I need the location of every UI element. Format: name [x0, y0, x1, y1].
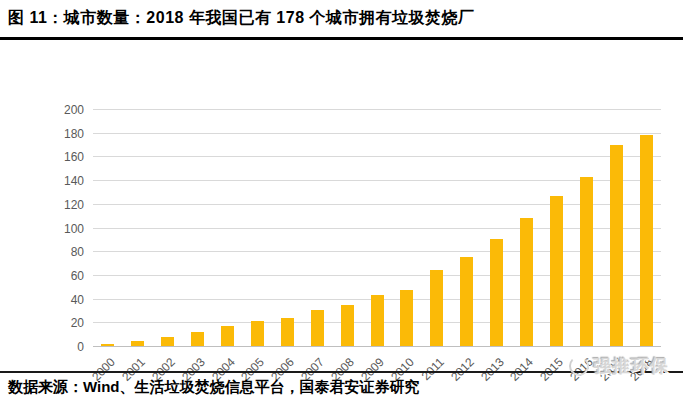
bar-2000	[101, 344, 114, 346]
watermark-logo: 强推环保	[569, 354, 669, 378]
gridline	[93, 133, 661, 134]
bar-2003	[191, 332, 204, 346]
bar-2011	[430, 270, 443, 346]
y-axis-tick-label: 40	[44, 292, 84, 308]
title-divider	[0, 37, 683, 40]
y-axis-tick-label: 160	[44, 149, 84, 165]
y-axis-tick-label: 180	[44, 126, 84, 142]
y-axis-tick-label: 20	[44, 315, 84, 331]
bar-2007	[311, 310, 324, 346]
data-source-text: 数据来源：Wind、生活垃圾焚烧信息平台，国泰君安证券研究	[8, 378, 608, 397]
bar-2018	[640, 135, 653, 346]
bar-2006	[281, 318, 294, 346]
bar-2004	[221, 326, 234, 346]
gridline	[93, 156, 661, 157]
y-axis-tick-label: 200	[44, 102, 84, 118]
gridline	[93, 251, 661, 252]
y-axis-tick-label: 120	[44, 197, 84, 213]
watermark-swirl-icon	[569, 356, 589, 376]
bar-2010	[400, 290, 413, 346]
plot-area	[93, 110, 661, 347]
bar-2016	[580, 177, 593, 346]
bar-2013	[490, 239, 503, 346]
gridline	[93, 275, 661, 276]
watermark-text: 强推环保	[593, 354, 669, 378]
y-axis-tick-label: 80	[44, 244, 84, 260]
bar-2009	[371, 295, 384, 346]
bar-2017	[610, 145, 623, 346]
bar-2012	[460, 257, 473, 346]
bar-2005	[251, 321, 264, 346]
figure-panel: 图 11：城市数量：2018 年我国已有 178 个城市拥有垃圾焚烧厂 0 20 4…	[0, 0, 683, 404]
bar-2008	[341, 305, 354, 346]
bar-chart: 020406080100120140160180200 200020012002…	[0, 44, 683, 344]
y-axis-tick-label: 140	[44, 173, 84, 189]
gridline	[93, 109, 661, 110]
y-axis-tick-label: 0	[44, 339, 84, 355]
y-axis-tick-label: 60	[44, 268, 84, 284]
bar-2015	[550, 196, 563, 346]
gridline	[93, 204, 661, 205]
gridline	[93, 228, 661, 229]
y-axis-tick-label: 100	[44, 221, 84, 237]
bar-2002	[161, 337, 174, 346]
x-axis-line	[93, 346, 661, 347]
figure-title: 图 11：城市数量：2018 年我国已有 178 个城市拥有垃圾焚烧厂	[8, 8, 678, 29]
gridline	[93, 180, 661, 181]
bar-2001	[131, 341, 144, 346]
bar-2014	[520, 218, 533, 346]
